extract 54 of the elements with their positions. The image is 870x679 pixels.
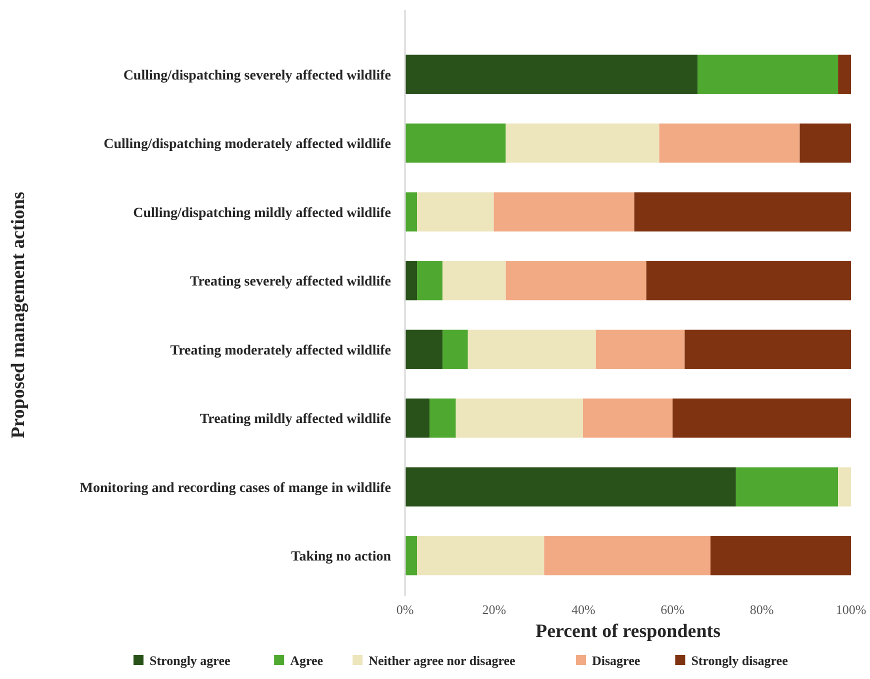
y-tick-label: Culling/dispatching severely affected wildlife (123, 68, 391, 84)
bar (634, 192, 851, 232)
x-tick-label: 40% (571, 602, 596, 617)
x-tick-label: 20% (482, 602, 506, 617)
bar (582, 398, 673, 438)
y-tick-label: Monitoring and recording cases of mange in wildlife (80, 480, 391, 496)
y-tick-label: Treating mildly affected wildlife (200, 412, 391, 428)
bar (672, 398, 851, 438)
bar (417, 192, 494, 232)
bar (405, 536, 418, 576)
bar (494, 192, 634, 232)
bar (838, 467, 851, 506)
x-tick-label: 60% (660, 602, 685, 617)
legend-label: Strongly disagree (691, 653, 788, 668)
bar (838, 54, 851, 94)
bar (405, 124, 506, 163)
bar (405, 192, 418, 232)
bar (417, 536, 544, 576)
x-axis-title: Percent of respondents (535, 621, 721, 642)
bar (506, 261, 646, 300)
bar (405, 330, 442, 369)
legend-label: Neither agree nor disagree (368, 653, 516, 668)
bar (698, 54, 838, 94)
legend-label: Disagree (592, 653, 640, 668)
bar (659, 124, 800, 163)
bar (456, 398, 583, 438)
x-tick-label: 80% (750, 602, 774, 617)
bar (442, 261, 506, 300)
y-axis-title: Proposed management actions (8, 192, 29, 438)
x-tick-label: 100% (836, 602, 866, 617)
bar (646, 261, 851, 300)
bar (544, 536, 711, 576)
bar (430, 398, 456, 438)
bar (405, 467, 736, 506)
y-tick-label: Culling/dispatching moderately affected wildlife (104, 137, 391, 152)
bar (468, 330, 596, 369)
bar (405, 261, 418, 300)
bar (684, 330, 851, 369)
bar (736, 467, 838, 506)
bar (506, 124, 660, 163)
y-tick-label: Treating severely affected wildlife (190, 274, 391, 290)
y-tick-label: Treating moderately affected wildlife (170, 343, 391, 358)
y-tick-label: Culling/dispatching mildly affected wildlife (133, 206, 391, 221)
legend-label: Strongly agree (150, 653, 230, 668)
bar (442, 330, 468, 369)
bar (405, 398, 430, 438)
bar (710, 536, 851, 576)
bar (596, 330, 685, 369)
bar (417, 261, 442, 300)
y-tick-label: Taking no action (291, 550, 392, 565)
legend-label: Agree (290, 653, 324, 668)
bar (405, 54, 698, 94)
x-tick-label: 0% (396, 602, 414, 617)
bar (800, 124, 851, 163)
